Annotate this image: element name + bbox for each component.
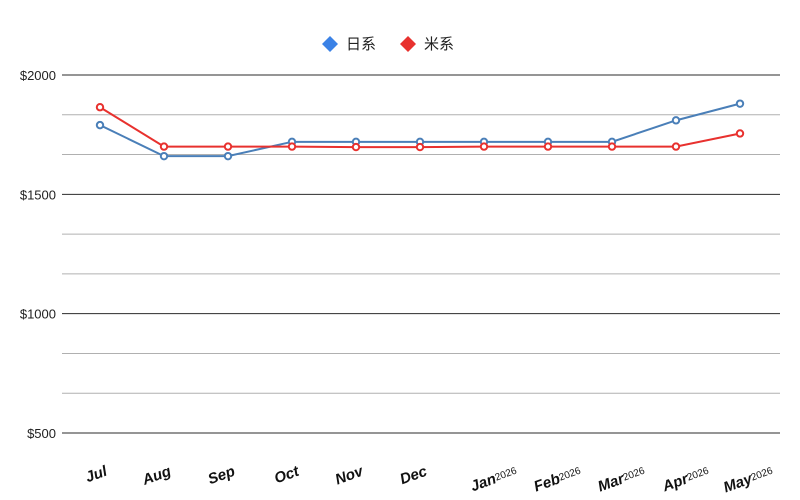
y-tick-label: $500 [27, 426, 56, 441]
legend-item-2: 米系 [400, 35, 454, 53]
data-point [287, 142, 297, 151]
x-tick-label: Apr2026 [659, 463, 711, 496]
legend-diamond-icon [322, 36, 338, 52]
data-point [351, 142, 361, 152]
data-point [159, 151, 169, 161]
data-point [479, 142, 489, 151]
series-2 [95, 103, 745, 152]
x-tick-label: Sep [206, 463, 238, 488]
data-point [607, 142, 617, 151]
data-point [95, 120, 105, 130]
legend: 日系 米系 [322, 35, 454, 53]
y-tick-label: $2000 [20, 68, 56, 83]
data-point [671, 116, 681, 125]
y-axis: $2000 $1500 $1000 $500 [20, 68, 56, 441]
x-tick-label: Feb2026 [532, 463, 584, 496]
data-point [543, 142, 553, 151]
data-point [735, 99, 745, 108]
data-point [415, 142, 425, 152]
y-tick-label: $1000 [20, 307, 56, 322]
data-point [95, 103, 105, 112]
legend-diamond-icon [400, 36, 416, 52]
x-tick-label: Mar2026 [596, 463, 648, 496]
data-point [671, 142, 681, 151]
data-point [159, 142, 169, 151]
x-tick-label: Nov [333, 462, 367, 488]
x-tick-label: May2026 [721, 463, 776, 497]
data-point [735, 129, 745, 138]
x-tick-label: Jan2026 [468, 463, 519, 496]
legend-item-1: 日系 [322, 35, 376, 53]
x-tick-label: Oct [272, 462, 302, 487]
legend-label: 日系 [346, 35, 376, 53]
x-tick-label: Aug [139, 463, 173, 489]
grid [62, 74, 780, 434]
series-layer [95, 99, 745, 161]
x-tick-label: Jul [83, 463, 110, 487]
x-tick-label: Dec [398, 463, 430, 489]
y-tick-label: $1500 [20, 187, 56, 202]
data-point [223, 142, 233, 151]
x-axis: Jul Aug Sep Oct Nov Dec Jan2026 Feb2026 Mar2026 A… [83, 462, 776, 497]
data-point [223, 151, 233, 161]
legend-label: 米系 [424, 35, 454, 53]
